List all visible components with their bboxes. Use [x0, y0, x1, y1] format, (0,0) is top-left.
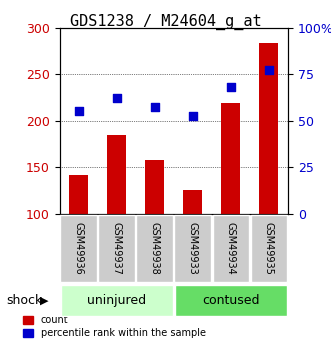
Legend: count, percentile rank within the sample: count, percentile rank within the sample	[22, 313, 208, 340]
Bar	[221, 103, 240, 214]
Bar	[145, 160, 164, 214]
Text: uninjured: uninjured	[87, 294, 146, 307]
Point	[266, 68, 271, 73]
Text: GSM49935: GSM49935	[264, 222, 274, 275]
Point	[152, 104, 158, 109]
Point	[190, 113, 195, 119]
Text: GSM49933: GSM49933	[188, 222, 198, 275]
Text: GSM49937: GSM49937	[112, 222, 122, 275]
Bar	[69, 175, 88, 214]
Bar	[260, 42, 278, 214]
Bar	[183, 190, 202, 214]
Bar	[107, 135, 126, 214]
Text: GDS1238 / M24604_g_at: GDS1238 / M24604_g_at	[70, 14, 261, 30]
Text: GSM49938: GSM49938	[150, 222, 160, 275]
Point	[76, 109, 81, 114]
Text: ▶: ▶	[40, 295, 48, 305]
Text: GSM49934: GSM49934	[226, 222, 236, 275]
Text: contused: contused	[202, 294, 260, 307]
Text: GSM49936: GSM49936	[73, 222, 84, 275]
Point	[114, 96, 119, 101]
Point	[228, 85, 234, 90]
Text: shock: shock	[7, 294, 43, 307]
